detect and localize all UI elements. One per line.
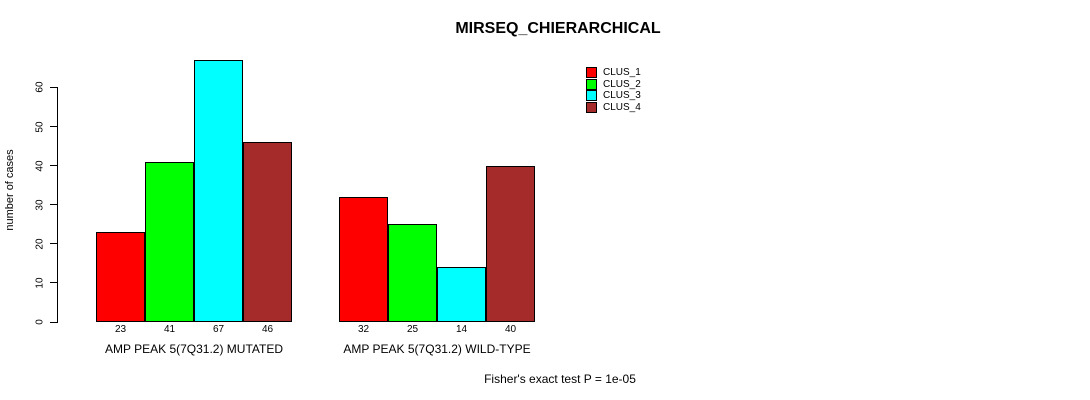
bar-value-label: 67 xyxy=(212,324,225,335)
bar-clus_2-group2 xyxy=(388,224,437,322)
y-tick-label: 50 xyxy=(34,120,46,133)
bar-value-label: 25 xyxy=(406,324,419,335)
bar-clus_4-group1 xyxy=(243,142,292,322)
legend-swatch-icon xyxy=(586,78,597,90)
y-axis-label: number of cases xyxy=(4,149,16,231)
bar-value-label: 40 xyxy=(504,324,517,335)
bar-clus_1-group2 xyxy=(339,196,388,322)
bar-clus_3-group1 xyxy=(194,60,243,322)
bar-value-label: 14 xyxy=(455,324,468,335)
bar-clus_3-group2 xyxy=(437,267,486,322)
y-tick-label: 0 xyxy=(34,319,46,325)
bar-clus_2-group1 xyxy=(145,161,194,322)
legend-item: CLUS_4 xyxy=(586,102,641,114)
y-tick-label: 20 xyxy=(34,238,46,250)
category-label: AMP PEAK 5(7Q31.2) MUTATED xyxy=(104,342,284,356)
bar-clus_1-group1 xyxy=(96,232,145,322)
y-tick-mark xyxy=(50,243,57,245)
legend-label: CLUS_4 xyxy=(603,102,641,114)
category-label: AMP PEAK 5(7Q31.2) WILD-TYPE xyxy=(343,342,531,356)
y-tick-mark xyxy=(50,204,57,206)
legend-swatch-icon xyxy=(586,67,597,78)
y-tick-label: 40 xyxy=(34,160,46,172)
y-tick-mark xyxy=(50,86,57,88)
legend-swatch-icon xyxy=(586,102,597,114)
bar-clus_4-group2 xyxy=(486,165,535,322)
legend-label: CLUS_1 xyxy=(603,67,641,78)
bar-value-label: 23 xyxy=(114,324,127,335)
legend-item: CLUS_3 xyxy=(586,90,641,102)
legend-swatch-icon xyxy=(586,90,597,102)
y-tick-label: 30 xyxy=(34,199,46,211)
chart-title: MIRSEQ_CHIERARCHICAL xyxy=(455,20,661,37)
legend-item: CLUS_2 xyxy=(586,78,641,90)
bar-value-label: 46 xyxy=(261,324,274,335)
bar-value-label: 32 xyxy=(357,324,370,335)
legend-item: CLUS_1 xyxy=(586,67,641,78)
y-tick-label: 60 xyxy=(34,81,46,93)
y-tick-mark xyxy=(50,282,57,284)
annotation-text: Fisher's exact test P = 1e-05 xyxy=(484,372,636,386)
legend-label: CLUS_3 xyxy=(603,90,641,102)
y-tick-mark xyxy=(50,321,57,323)
y-tick-label: 10 xyxy=(34,277,46,289)
bar-value-label: 41 xyxy=(163,324,176,335)
legend-label: CLUS_2 xyxy=(603,78,641,90)
y-tick-mark xyxy=(50,165,57,167)
y-axis-line xyxy=(57,87,58,323)
y-tick-mark xyxy=(50,126,57,127)
